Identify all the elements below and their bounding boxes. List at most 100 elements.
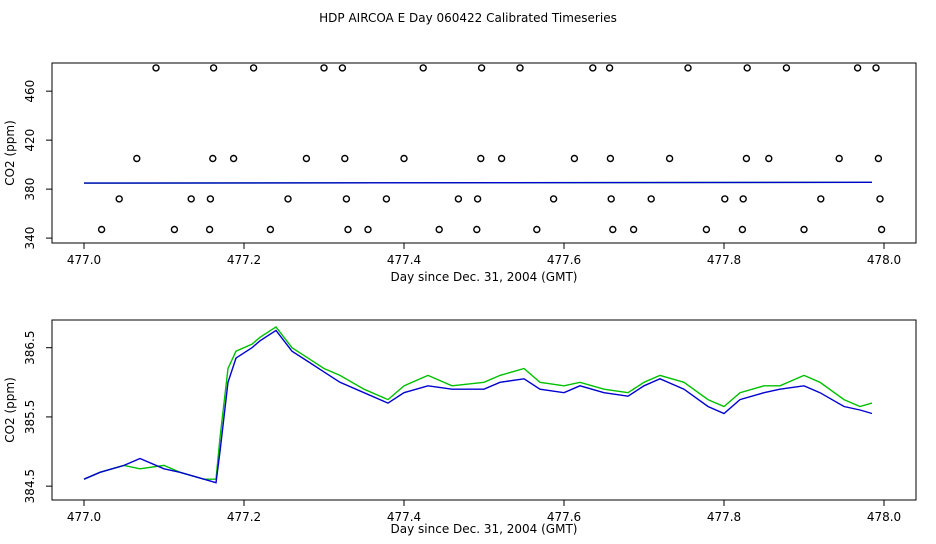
data-point-marker xyxy=(743,64,751,72)
data-point-marker xyxy=(605,64,614,72)
data-point-marker xyxy=(473,195,482,203)
data-point-marker xyxy=(115,195,123,203)
top-markers xyxy=(97,64,886,234)
bottom-y-axis-label: CO2 (ppm) xyxy=(3,377,17,443)
data-point-marker xyxy=(364,225,372,234)
data-point-marker xyxy=(739,195,747,203)
data-point-marker xyxy=(302,154,311,163)
y-tick-label: 380 xyxy=(23,178,37,201)
data-point-marker xyxy=(702,225,711,234)
data-point-marker xyxy=(454,195,463,203)
data-point-marker xyxy=(853,64,862,72)
x-tick-label: 478.0 xyxy=(867,253,901,267)
top-y-axis-label: CO2 (ppm) xyxy=(3,120,17,186)
x-tick-label: 477.6 xyxy=(547,253,581,267)
co2-scatter-panel: 477.0 477.2 477.4 477.6 477.8 478.0 340 380 420… xyxy=(3,62,917,284)
y-tick-label: 384.5 xyxy=(23,469,37,503)
data-point-marker xyxy=(742,154,751,163)
x-tick-label: 477.8 xyxy=(707,253,741,267)
data-point-marker xyxy=(874,154,883,163)
data-point-marker xyxy=(97,225,106,234)
data-point-marker xyxy=(338,64,347,72)
data-point-marker xyxy=(589,64,597,72)
data-point-marker xyxy=(209,64,218,72)
co2-line-panel: 477.0 477.2 477.4 477.6 477.8 478.0 384.5 385.… xyxy=(3,319,917,536)
y-tick-label: 460 xyxy=(23,80,37,103)
data-point-marker xyxy=(249,64,258,72)
y-tick-label: 340 xyxy=(23,227,37,250)
data-point-marker xyxy=(284,195,292,203)
bottom-series-lines xyxy=(83,325,873,484)
data-point-marker xyxy=(533,225,541,234)
x-tick-label: 477.0 xyxy=(67,510,101,524)
data-point-marker xyxy=(152,64,160,72)
data-point-marker xyxy=(876,195,884,203)
data-point-marker xyxy=(738,225,747,234)
x-tick-label: 477.2 xyxy=(227,253,261,267)
bottom-x-axis: 477.0 477.2 477.4 477.6 477.8 478.0 xyxy=(67,500,901,524)
bottom-x-axis-label: Day since Dec. 31, 2004 (GMT) xyxy=(391,522,578,536)
data-point-marker xyxy=(320,64,328,72)
data-point-marker xyxy=(817,195,825,203)
y-tick-label: 386.5 xyxy=(23,331,37,365)
data-point-marker xyxy=(721,195,729,203)
data-point-marker xyxy=(170,225,179,234)
data-point-marker xyxy=(665,154,674,163)
series-line-green xyxy=(83,325,873,480)
data-point-marker xyxy=(497,154,506,163)
data-point-marker xyxy=(187,195,195,203)
x-tick-label: 477.6 xyxy=(547,510,581,524)
data-point-marker xyxy=(607,195,615,203)
data-point-marker xyxy=(800,225,808,234)
plot-frame-top xyxy=(51,62,917,244)
data-point-marker xyxy=(516,64,524,72)
top-x-axis: 477.0 477.2 477.4 477.6 477.8 478.0 xyxy=(67,243,901,267)
data-point-marker xyxy=(341,154,349,163)
top-series-lines xyxy=(83,181,873,184)
data-point-marker xyxy=(400,154,408,163)
page-title: HDP AIRCOA E Day 060422 Calibrated Times… xyxy=(319,11,617,25)
data-point-marker xyxy=(647,195,655,203)
data-point-marker xyxy=(835,154,843,163)
bottom-y-axis: 384.5 385.5 386.5 xyxy=(23,331,52,503)
top-y-axis: 340 380 420 460 xyxy=(23,80,52,250)
data-point-marker xyxy=(877,225,886,234)
data-point-marker xyxy=(473,225,481,234)
x-tick-label: 477.2 xyxy=(227,510,261,524)
data-point-marker xyxy=(609,225,617,234)
data-point-marker xyxy=(684,64,692,72)
data-point-marker xyxy=(570,154,579,163)
x-tick-label: 478.0 xyxy=(867,510,901,524)
top-x-axis-label: Day since Dec. 31, 2004 (GMT) xyxy=(391,270,578,284)
data-point-marker xyxy=(229,154,238,163)
plot-frame-bottom xyxy=(51,319,917,501)
data-point-marker xyxy=(477,154,485,163)
series-line-blue xyxy=(83,181,873,184)
data-point-marker xyxy=(606,154,615,163)
x-tick-label: 477.0 xyxy=(67,253,101,267)
data-point-marker xyxy=(549,195,558,203)
data-point-marker xyxy=(782,64,791,72)
data-point-marker xyxy=(477,64,486,72)
data-point-marker xyxy=(209,154,217,163)
data-point-marker xyxy=(872,64,880,72)
data-point-marker xyxy=(205,225,214,234)
x-tick-label: 477.4 xyxy=(387,510,421,524)
data-point-marker xyxy=(629,225,638,234)
x-tick-label: 477.4 xyxy=(387,253,421,267)
data-point-marker xyxy=(765,154,773,163)
data-point-marker xyxy=(206,195,215,203)
series-line-blue xyxy=(83,329,873,484)
data-point-marker xyxy=(344,225,352,234)
data-point-marker xyxy=(382,195,391,203)
data-point-marker xyxy=(266,225,275,234)
y-tick-label: 420 xyxy=(23,129,37,152)
y-tick-label: 385.5 xyxy=(23,400,37,434)
data-point-marker xyxy=(342,195,351,203)
x-tick-label: 477.8 xyxy=(707,510,741,524)
data-point-marker xyxy=(419,64,427,72)
data-point-marker xyxy=(435,225,443,234)
data-point-marker xyxy=(133,154,141,163)
